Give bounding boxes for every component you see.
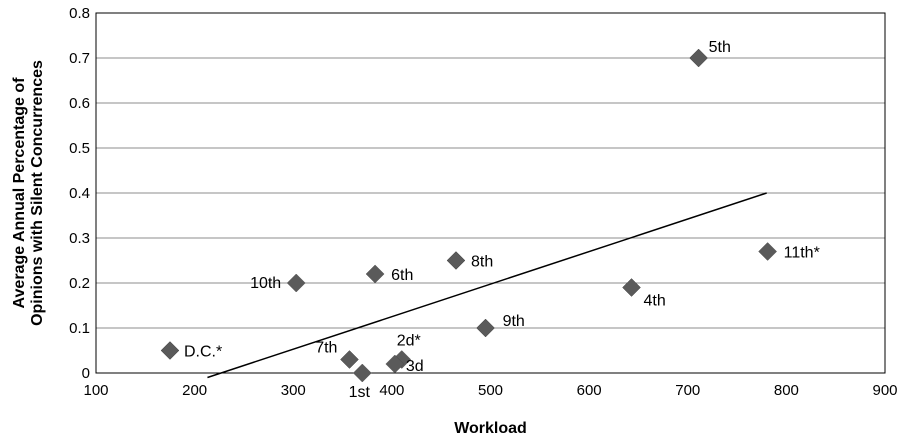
y-tick-labels: 0 0.1 0.2 0.3 0.4 0.5 0.6 0.7 0.8 bbox=[69, 5, 90, 382]
data-point-marker bbox=[286, 273, 306, 293]
y-axis-title-line1: Average Annual Percentage of bbox=[11, 77, 28, 309]
x-tick-label: 400 bbox=[379, 382, 404, 399]
x-tick-label: 100 bbox=[83, 382, 108, 399]
data-point-marker bbox=[446, 251, 466, 270]
y-axis-title-line2: Opinions with Silent Concurrences bbox=[29, 60, 46, 326]
x-tick-label: 900 bbox=[872, 382, 897, 399]
y-tick-label: 0.1 bbox=[69, 320, 90, 337]
data-point-marker bbox=[689, 48, 708, 68]
y-tick-label: 0.3 bbox=[69, 230, 90, 247]
data-point-marker bbox=[340, 350, 359, 369]
y-tick-label: 0.7 bbox=[69, 50, 90, 67]
data-point-marker bbox=[365, 264, 385, 284]
x-tick-label: 500 bbox=[478, 382, 503, 399]
x-tick-label: 800 bbox=[774, 382, 799, 399]
point-label: 3d bbox=[406, 358, 424, 375]
data-point-marker bbox=[758, 242, 777, 261]
point-label: D.C.* bbox=[184, 344, 222, 361]
data-point-marker bbox=[352, 363, 372, 383]
data-points bbox=[160, 48, 777, 383]
point-label: 11th* bbox=[784, 245, 820, 262]
point-labels: D.C.* 10th 7th 1st 6th 2d* 3d 8th 9th 4th 5th 11th* bbox=[184, 39, 820, 401]
point-label: 7th bbox=[315, 340, 337, 357]
x-axis-title: Workload bbox=[454, 420, 527, 437]
plot-border bbox=[95, 12, 886, 374]
y-tick-label: 0 bbox=[82, 365, 90, 382]
x-tick-label: 200 bbox=[182, 382, 207, 399]
data-point-marker bbox=[385, 354, 405, 374]
point-label: 4th bbox=[644, 293, 666, 310]
y-tick-label: 0.4 bbox=[69, 185, 90, 202]
point-label: 6th bbox=[391, 267, 413, 284]
y-tick-label: 0.8 bbox=[69, 5, 90, 22]
point-label: 10th bbox=[250, 275, 281, 292]
point-label: 1st bbox=[349, 384, 371, 401]
data-point-marker bbox=[622, 278, 641, 297]
point-label: 5th bbox=[709, 39, 731, 56]
trend-line bbox=[207, 192, 767, 379]
x-tick-label: 600 bbox=[577, 382, 602, 399]
point-label: 9th bbox=[503, 313, 525, 330]
x-tick-label: 300 bbox=[281, 382, 306, 399]
data-point-marker bbox=[160, 341, 180, 360]
point-label: 2d* bbox=[397, 333, 421, 350]
y-tick-label: 0.6 bbox=[69, 95, 90, 112]
data-point-marker bbox=[476, 318, 495, 338]
point-label: 8th bbox=[471, 254, 493, 271]
x-tick-labels: 100 200 300 400 500 600 700 800 900 bbox=[83, 382, 897, 399]
x-tick-label: 700 bbox=[675, 382, 700, 399]
y-tick-label: 0.5 bbox=[69, 140, 90, 157]
y-tick-label: 0.2 bbox=[69, 275, 90, 292]
